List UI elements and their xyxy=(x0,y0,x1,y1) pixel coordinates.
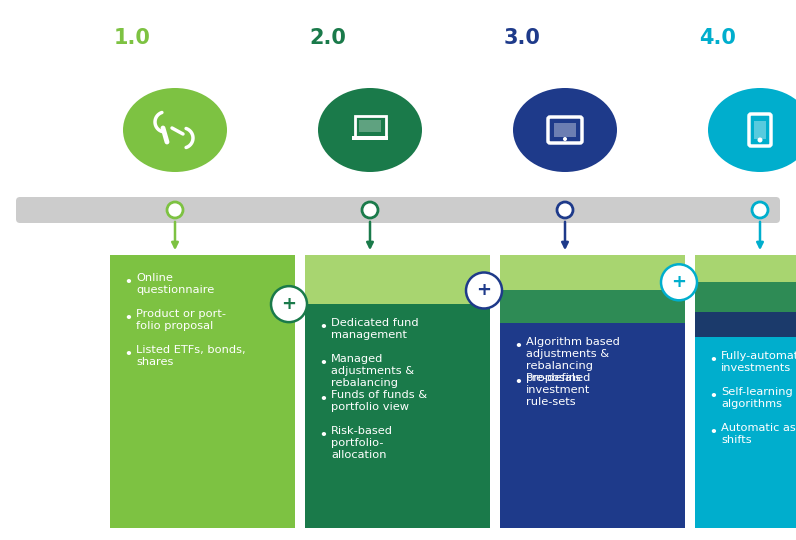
Text: +: + xyxy=(672,273,686,291)
Text: Product or port-
folio proposal: Product or port- folio proposal xyxy=(136,309,226,331)
Text: •: • xyxy=(124,312,132,325)
Text: Funds of funds &
portfolio view: Funds of funds & portfolio view xyxy=(331,390,427,412)
Text: Online
questionnaire: Online questionnaire xyxy=(136,273,214,295)
Text: •: • xyxy=(514,376,522,389)
FancyBboxPatch shape xyxy=(500,255,685,291)
FancyBboxPatch shape xyxy=(352,136,388,140)
Text: •: • xyxy=(124,276,132,289)
FancyBboxPatch shape xyxy=(695,337,796,528)
Circle shape xyxy=(466,273,502,308)
Text: •: • xyxy=(124,348,132,361)
Text: •: • xyxy=(319,357,327,370)
Text: •: • xyxy=(709,426,717,439)
Text: +: + xyxy=(477,281,491,300)
Text: Dedicated fund
management: Dedicated fund management xyxy=(331,318,419,340)
Circle shape xyxy=(167,202,183,218)
Ellipse shape xyxy=(513,88,617,172)
FancyBboxPatch shape xyxy=(695,255,796,282)
FancyBboxPatch shape xyxy=(500,323,685,528)
Text: Risk-based
portfolio-
allocation: Risk-based portfolio- allocation xyxy=(331,426,393,460)
Text: •: • xyxy=(319,429,327,442)
FancyBboxPatch shape xyxy=(110,255,295,528)
Text: 2.0: 2.0 xyxy=(309,28,346,48)
Text: •: • xyxy=(709,390,717,403)
FancyBboxPatch shape xyxy=(16,197,780,223)
Text: 1.0: 1.0 xyxy=(114,28,151,48)
Text: 3.0: 3.0 xyxy=(504,28,540,48)
Text: Algorithm based
adjustments &
rebalancing
proposals: Algorithm based adjustments & rebalancin… xyxy=(526,338,620,383)
Text: Pre-defined
investment
rule-sets: Pre-defined investment rule-sets xyxy=(526,373,591,407)
FancyBboxPatch shape xyxy=(500,291,685,323)
Ellipse shape xyxy=(318,88,422,172)
Text: Listed ETFs, bonds,
shares: Listed ETFs, bonds, shares xyxy=(136,345,246,367)
Text: •: • xyxy=(319,321,327,334)
Text: •: • xyxy=(514,340,522,353)
Circle shape xyxy=(362,202,378,218)
Circle shape xyxy=(563,137,567,141)
Circle shape xyxy=(752,202,768,218)
Text: Fully-automated
investments: Fully-automated investments xyxy=(721,351,796,373)
FancyBboxPatch shape xyxy=(305,304,490,528)
Text: Self-learning
algorithms: Self-learning algorithms xyxy=(721,387,793,409)
Text: Managed
adjustments &
rebalancing: Managed adjustments & rebalancing xyxy=(331,354,414,388)
Circle shape xyxy=(271,286,307,322)
Text: +: + xyxy=(282,295,296,313)
Text: 4.0: 4.0 xyxy=(699,28,736,48)
Ellipse shape xyxy=(708,88,796,172)
FancyBboxPatch shape xyxy=(695,282,796,312)
FancyBboxPatch shape xyxy=(754,121,766,139)
FancyBboxPatch shape xyxy=(305,255,490,304)
FancyBboxPatch shape xyxy=(359,120,381,132)
Text: •: • xyxy=(319,393,327,406)
FancyBboxPatch shape xyxy=(554,123,576,137)
Text: •: • xyxy=(709,354,717,367)
Text: Automatic asset
shifts: Automatic asset shifts xyxy=(721,423,796,445)
Circle shape xyxy=(557,202,573,218)
FancyBboxPatch shape xyxy=(695,312,796,337)
Circle shape xyxy=(758,138,763,143)
Circle shape xyxy=(661,264,697,300)
Ellipse shape xyxy=(123,88,227,172)
